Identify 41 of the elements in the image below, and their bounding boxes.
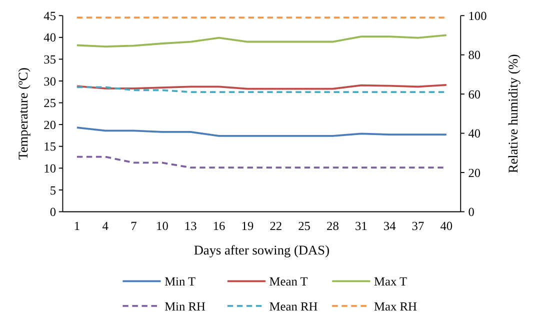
x-tick-label: 19	[241, 218, 254, 233]
y-tick-label: 30	[44, 74, 56, 88]
x-tick-label: 37	[412, 218, 424, 233]
x-tick-label: 16	[212, 218, 226, 233]
x-tick-label: 28	[326, 218, 339, 233]
legend-label: Mean RH	[269, 299, 318, 314]
y2-tick-label: 100	[468, 8, 487, 23]
x-tick-label: 25	[298, 218, 310, 233]
legend-label: Min T	[164, 274, 196, 289]
x-tick-label: 7	[130, 218, 137, 233]
x-tick-label: 4	[102, 218, 108, 233]
y2-tick-label: 20	[468, 166, 481, 180]
legend-label: Mean T	[269, 274, 308, 289]
x-tick-label: 1	[74, 218, 80, 233]
y2-tick-label: 80	[468, 48, 481, 62]
x-axis-title: Days after sowing (DAS)	[194, 242, 330, 258]
y-tick-label: 20	[44, 118, 56, 132]
y-tick-label: 15	[44, 140, 56, 154]
line-series	[76, 126, 448, 137]
y-tick-label: 10	[44, 161, 56, 176]
y-tick-label: 40	[44, 30, 56, 45]
y2-tick-label: 60	[468, 87, 481, 102]
legend-label: Max T	[374, 274, 408, 289]
y2-axis-title: Relative humidity (%)	[506, 54, 521, 174]
y-axis-title: Temperature (ºC)	[15, 68, 30, 160]
y-tick-label: 25	[44, 96, 56, 110]
y-tick-label: 0	[50, 205, 56, 220]
y-tick-label: 5	[50, 183, 56, 198]
y2-tick-label: 40	[468, 126, 481, 141]
x-tick-label: 22	[270, 218, 282, 233]
legend-label: Min RH	[164, 299, 206, 314]
y-tick-label: 35	[44, 52, 56, 67]
x-tick-label: 34	[383, 218, 396, 233]
legend-label: Max RH	[374, 299, 417, 314]
line-series	[76, 34, 448, 48]
x-tick-label: 10	[156, 218, 168, 233]
x-tick-label: 31	[354, 218, 368, 233]
x-tick-label: 40	[440, 218, 453, 233]
y-tick-label: 45	[44, 8, 56, 23]
y2-tick-label: 0	[468, 205, 474, 220]
x-tick-label: 13	[184, 218, 197, 233]
